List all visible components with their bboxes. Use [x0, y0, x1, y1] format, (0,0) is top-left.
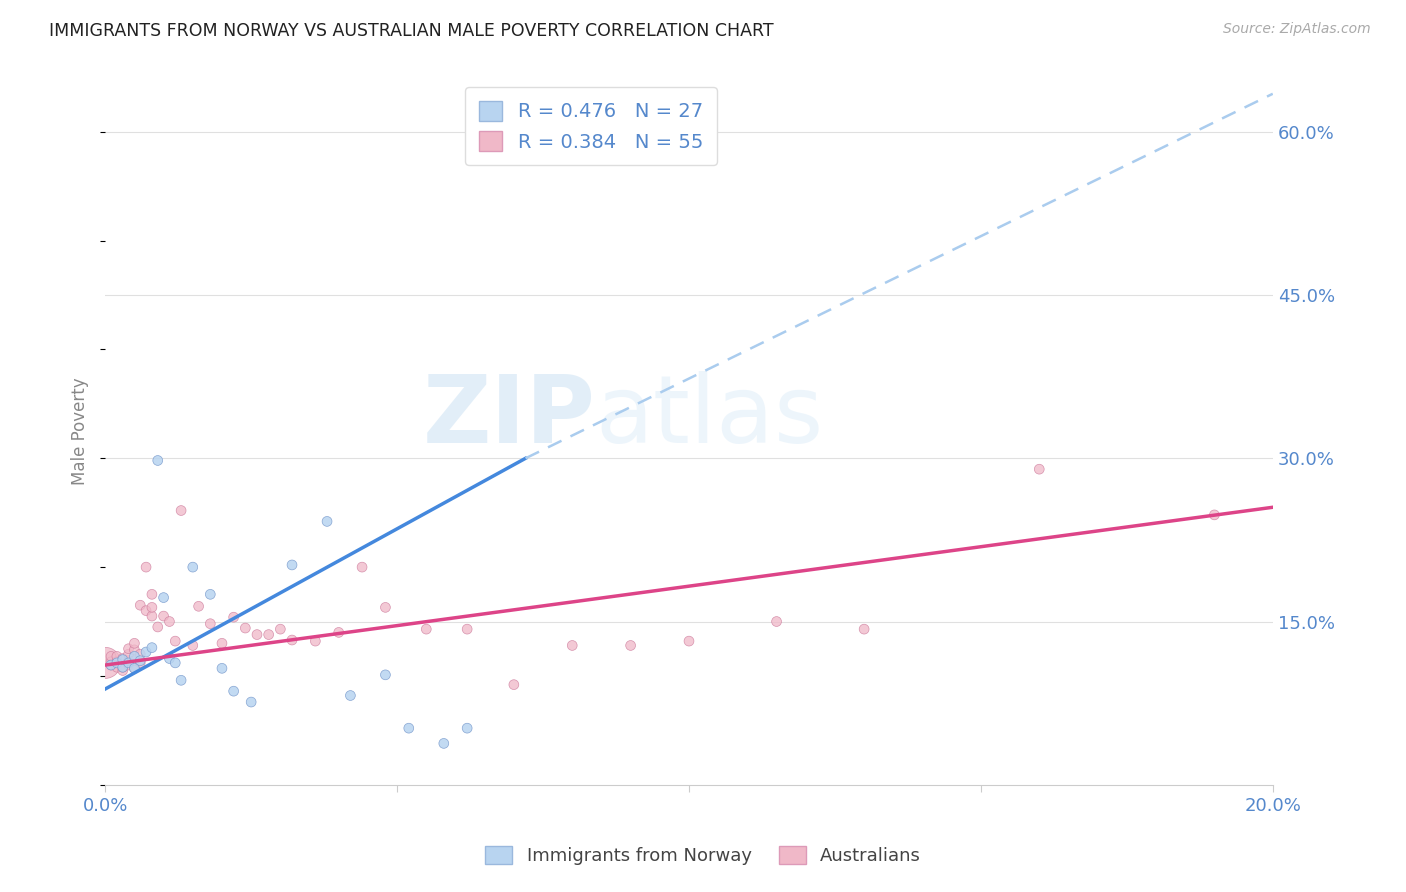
Point — [181, 560, 204, 574]
Point — [853, 622, 876, 636]
Point — [765, 615, 787, 629]
Point — [146, 453, 169, 467]
Point — [105, 649, 128, 664]
Point — [678, 634, 700, 648]
Point — [159, 615, 181, 629]
Point — [129, 654, 152, 668]
Point — [146, 620, 169, 634]
Point — [233, 621, 256, 635]
Point — [117, 656, 139, 670]
Point — [211, 661, 233, 675]
Point — [456, 721, 478, 735]
Point — [211, 636, 233, 650]
Point — [165, 656, 187, 670]
Point — [561, 639, 583, 653]
Point — [124, 636, 146, 650]
Point — [200, 587, 222, 601]
Point — [129, 647, 152, 661]
Point — [141, 640, 163, 655]
Point — [152, 609, 174, 624]
Legend: R = 0.476   N = 27, R = 0.384   N = 55: R = 0.476 N = 27, R = 0.384 N = 55 — [465, 87, 717, 165]
Point — [374, 600, 396, 615]
Point — [328, 625, 350, 640]
Point — [129, 656, 152, 670]
Point — [181, 639, 204, 653]
Point — [135, 645, 157, 659]
Point — [141, 609, 163, 624]
Point — [100, 655, 122, 669]
Y-axis label: Male Poverty: Male Poverty — [72, 377, 89, 485]
Point — [124, 661, 146, 675]
Point — [170, 503, 193, 517]
Point — [117, 647, 139, 661]
Point — [502, 678, 524, 692]
Point — [124, 654, 146, 668]
Point — [117, 641, 139, 656]
Point — [281, 633, 304, 648]
Point — [141, 600, 163, 615]
Point — [316, 515, 339, 529]
Text: Source: ZipAtlas.com: Source: ZipAtlas.com — [1223, 22, 1371, 37]
Point — [105, 655, 128, 669]
Point — [398, 721, 420, 735]
Point — [246, 627, 269, 641]
Point — [240, 695, 263, 709]
Point — [257, 627, 280, 641]
Point — [124, 649, 146, 664]
Point — [339, 689, 361, 703]
Point — [111, 660, 134, 674]
Point — [165, 634, 187, 648]
Point — [111, 651, 134, 665]
Point — [281, 558, 304, 572]
Text: IMMIGRANTS FROM NORWAY VS AUSTRALIAN MALE POVERTY CORRELATION CHART: IMMIGRANTS FROM NORWAY VS AUSTRALIAN MAL… — [49, 22, 773, 40]
Point — [222, 610, 245, 624]
Point — [456, 622, 478, 636]
Point — [269, 622, 291, 636]
Point — [111, 664, 134, 678]
Point — [433, 736, 456, 750]
Point — [170, 673, 193, 688]
Point — [105, 660, 128, 674]
Point — [141, 587, 163, 601]
Legend: Immigrants from Norway, Australians: Immigrants from Norway, Australians — [477, 837, 929, 874]
Point — [111, 652, 134, 666]
Point — [100, 658, 122, 673]
Point — [304, 634, 326, 648]
Point — [105, 656, 128, 670]
Point — [620, 639, 643, 653]
Point — [222, 684, 245, 698]
Point — [94, 656, 117, 670]
Text: atlas: atlas — [596, 371, 824, 463]
Point — [129, 598, 152, 612]
Point — [100, 649, 122, 664]
Point — [1028, 462, 1050, 476]
Point — [135, 604, 157, 618]
Point — [159, 651, 181, 665]
Point — [124, 661, 146, 675]
Point — [117, 654, 139, 668]
Point — [124, 642, 146, 657]
Point — [187, 599, 209, 614]
Point — [1204, 508, 1226, 522]
Point — [352, 560, 374, 574]
Point — [374, 668, 396, 682]
Point — [100, 658, 122, 673]
Point — [135, 560, 157, 574]
Point — [152, 591, 174, 605]
Text: ZIP: ZIP — [423, 371, 596, 463]
Point — [117, 658, 139, 673]
Point — [111, 660, 134, 674]
Point — [415, 622, 437, 636]
Point — [200, 616, 222, 631]
